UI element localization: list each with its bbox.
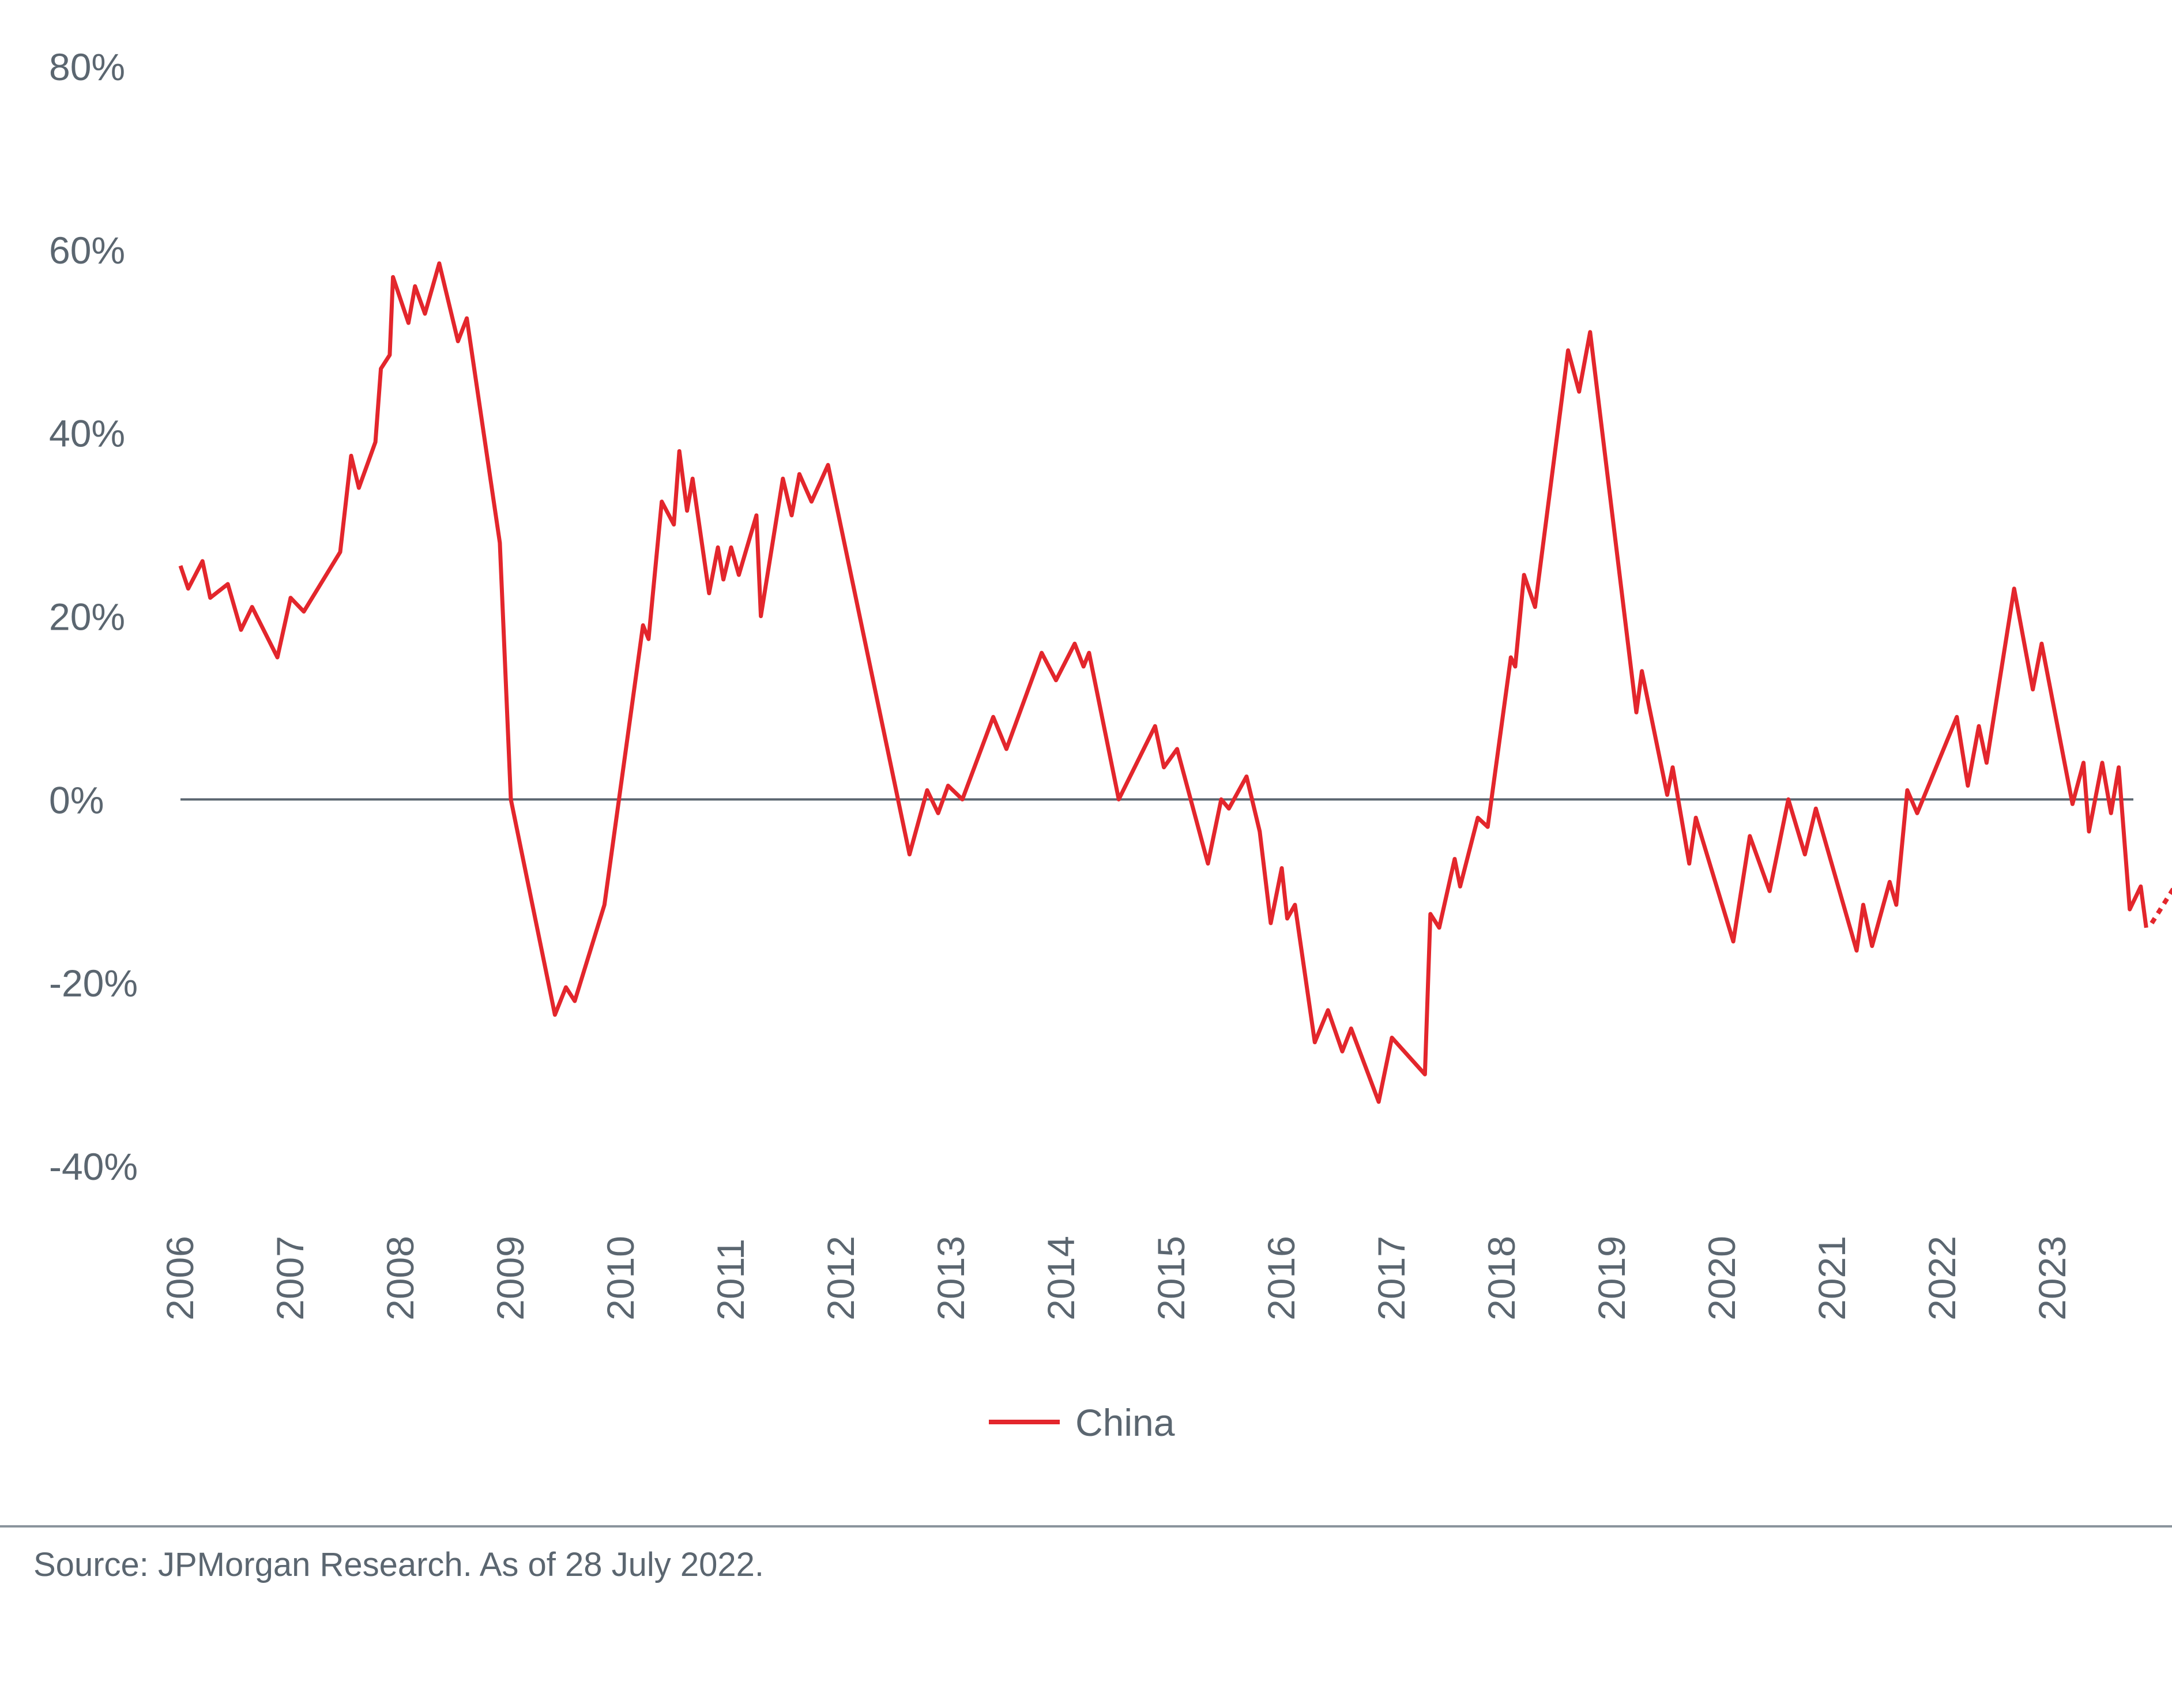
x-tick-label: 2007: [269, 1236, 311, 1320]
x-tick-label: 2020: [1700, 1236, 1743, 1320]
x-tick-label: 2006: [159, 1236, 201, 1320]
x-tick-label: 2008: [379, 1236, 421, 1320]
x-tick-label: 2023: [2031, 1236, 2073, 1320]
y-tick-label: -40%: [49, 1145, 138, 1188]
series-line-china: [178, 261, 2148, 1104]
x-tick-label: 2011: [709, 1239, 752, 1320]
y-tick-label: 60%: [49, 229, 125, 272]
x-tick-label: 2010: [599, 1236, 642, 1320]
footer-divider: [0, 1525, 2172, 1528]
x-tick-label: 2016: [1260, 1236, 1303, 1320]
x-tick-label: 2017: [1370, 1236, 1413, 1320]
y-tick-label: 0%: [49, 778, 104, 821]
x-tick-label: 2009: [489, 1236, 532, 1320]
x-tick-label: 2021: [1810, 1236, 1853, 1320]
y-tick-label: 20%: [49, 596, 125, 638]
legend-label-china: China: [1075, 1401, 1175, 1444]
legend: China: [989, 1401, 1175, 1444]
y-tick-label: 80%: [49, 46, 125, 88]
series-layer: [178, 261, 2172, 1104]
y-tick-label: 40%: [49, 412, 125, 455]
x-tick-label: 2022: [1921, 1236, 1963, 1320]
x-tick-label: 2018: [1480, 1236, 1523, 1320]
source-note: Source: JPMorgan Research. As of 28 July…: [33, 1546, 765, 1583]
x-tick-label: 2013: [929, 1236, 972, 1320]
x-tick-label: 2014: [1040, 1236, 1082, 1320]
x-tick-label: 2015: [1150, 1236, 1192, 1320]
y-axis-ticks: 80% 60% 40% 20% 0% -20% -40%: [49, 46, 138, 1188]
x-axis-ticks: 2006 2007 2008 2009 2010 2011 2012 2013 2014 2015…: [159, 1236, 2073, 1320]
y-tick-label: -20%: [49, 962, 138, 1005]
x-tick-label: 2012: [819, 1236, 862, 1320]
x-tick-label: 2019: [1590, 1236, 1633, 1320]
forecast-dotted-line: [2150, 886, 2172, 925]
